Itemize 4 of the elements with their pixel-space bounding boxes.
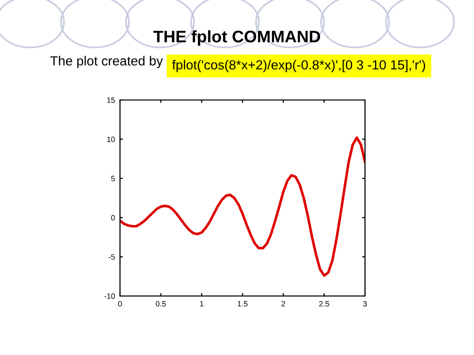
chart-title: THE fplot COMMAND <box>153 30 320 46</box>
text: fplot('cos(8*x+2)/exp(-0.8*x)',[0 3 -10 15],'r') <box>172 60 426 72</box>
line-series <box>120 136 365 277</box>
text: The plot created by <box>50 56 163 68</box>
